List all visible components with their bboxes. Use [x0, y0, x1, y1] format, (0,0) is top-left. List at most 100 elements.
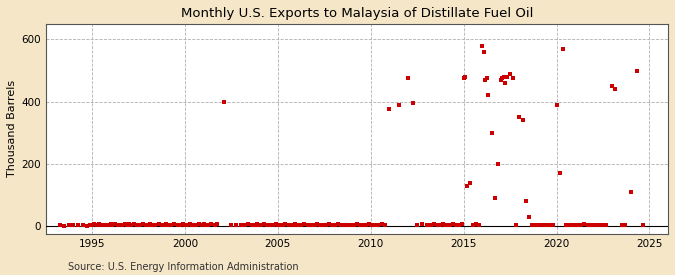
Point: [576, 222, 587, 227]
Point: [364, 222, 375, 227]
Point: [261, 222, 272, 227]
Point: [384, 107, 395, 112]
Point: [558, 46, 568, 51]
Point: [333, 222, 344, 227]
Point: [194, 222, 205, 227]
Point: [377, 222, 387, 227]
Point: [135, 223, 146, 227]
Point: [172, 222, 183, 227]
Point: [349, 222, 360, 227]
Point: [548, 223, 559, 227]
Point: [412, 222, 423, 227]
Point: [105, 222, 116, 227]
Point: [492, 162, 503, 166]
Point: [138, 222, 148, 227]
Point: [85, 222, 96, 227]
Point: [140, 222, 151, 227]
Point: [243, 222, 254, 227]
Point: [638, 222, 649, 227]
Point: [542, 223, 553, 227]
Point: [517, 118, 528, 123]
Point: [159, 223, 170, 227]
Point: [426, 222, 437, 227]
Point: [520, 199, 531, 204]
Point: [328, 223, 339, 227]
Point: [438, 222, 449, 227]
Point: [601, 222, 612, 227]
Point: [293, 223, 304, 227]
Point: [218, 100, 229, 104]
Point: [256, 223, 267, 227]
Point: [460, 75, 470, 79]
Point: [59, 223, 70, 228]
Point: [73, 223, 84, 227]
Point: [470, 222, 481, 227]
Point: [481, 76, 492, 81]
Point: [240, 222, 250, 227]
Point: [523, 214, 534, 219]
Point: [342, 223, 353, 227]
Point: [298, 222, 309, 227]
Point: [564, 223, 574, 227]
Point: [444, 222, 455, 227]
Point: [271, 222, 281, 227]
Point: [78, 223, 88, 227]
Point: [589, 222, 599, 227]
Point: [88, 221, 99, 226]
Point: [100, 223, 111, 227]
Point: [435, 222, 446, 227]
Point: [124, 222, 134, 226]
Point: [367, 223, 378, 227]
Point: [226, 222, 237, 227]
Point: [191, 223, 202, 227]
Point: [607, 84, 618, 88]
Point: [254, 222, 265, 227]
Point: [144, 222, 155, 227]
Point: [310, 222, 321, 227]
Point: [394, 103, 404, 107]
Point: [497, 76, 508, 81]
Text: Source: U.S. Energy Information Administration: Source: U.S. Energy Information Administ…: [68, 262, 298, 272]
Point: [421, 222, 432, 227]
Point: [157, 222, 167, 227]
Point: [335, 223, 346, 227]
Point: [91, 222, 102, 227]
Point: [113, 222, 124, 227]
Point: [249, 222, 260, 227]
Point: [184, 222, 195, 227]
Point: [280, 222, 291, 227]
Point: [352, 222, 362, 227]
Point: [147, 222, 158, 227]
Y-axis label: Thousand Barrels: Thousand Barrels: [7, 80, 17, 177]
Point: [212, 222, 223, 226]
Point: [591, 223, 602, 227]
Point: [432, 223, 443, 227]
Point: [153, 222, 164, 227]
Point: [63, 223, 74, 227]
Point: [345, 222, 356, 227]
Point: [198, 222, 209, 227]
Point: [477, 43, 487, 48]
Point: [347, 223, 358, 227]
Point: [236, 222, 246, 227]
Point: [202, 223, 213, 227]
Point: [583, 223, 593, 227]
Point: [554, 171, 565, 175]
Point: [370, 222, 381, 227]
Title: Monthly U.S. Exports to Malaysia of Distillate Fuel Oil: Monthly U.S. Exports to Malaysia of Dist…: [181, 7, 533, 20]
Point: [358, 222, 369, 227]
Point: [305, 222, 316, 227]
Point: [626, 190, 637, 194]
Point: [268, 222, 279, 227]
Point: [539, 222, 549, 227]
Point: [128, 222, 139, 227]
Point: [354, 223, 365, 227]
Point: [511, 222, 522, 227]
Point: [514, 115, 524, 119]
Point: [365, 222, 376, 227]
Point: [526, 222, 537, 227]
Point: [529, 223, 540, 227]
Point: [479, 50, 489, 54]
Point: [302, 223, 313, 227]
Point: [321, 223, 331, 227]
